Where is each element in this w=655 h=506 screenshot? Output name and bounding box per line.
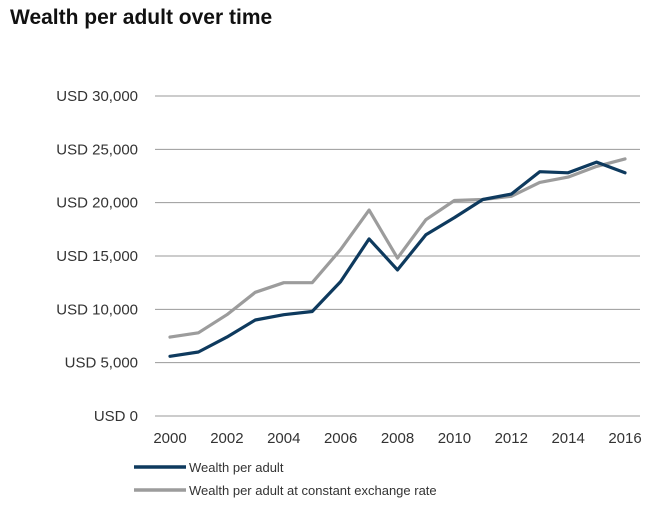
legend: Wealth per adult Wealth per adult at cons… bbox=[134, 460, 437, 498]
x-tick-label: 2004 bbox=[267, 430, 300, 447]
x-tick-label: 2016 bbox=[608, 430, 641, 447]
legend-label: Wealth per adult at constant exchange ra… bbox=[189, 483, 437, 498]
series-line bbox=[168, 160, 627, 358]
y-tick-label: USD 15,000 bbox=[56, 248, 138, 265]
x-tick-label: 2012 bbox=[495, 430, 528, 447]
x-tick-label: 2008 bbox=[381, 430, 414, 447]
y-tick-label: USD 0 bbox=[94, 408, 138, 425]
series-lines bbox=[168, 157, 627, 358]
y-tick-label: USD 5,000 bbox=[65, 355, 138, 372]
x-tick-label: 2010 bbox=[438, 430, 471, 447]
y-tick-label: USD 10,000 bbox=[56, 301, 138, 318]
series-line bbox=[168, 157, 627, 339]
y-axis-ticks: USD 0 USD 5,000 USD 10,000 USD 15,000 USD 20… bbox=[56, 88, 138, 425]
chart-title: Wealth per adult over time bbox=[10, 6, 273, 29]
x-tick-label: 2014 bbox=[551, 430, 584, 447]
y-tick-label: USD 25,000 bbox=[56, 141, 138, 158]
x-tick-label: 2000 bbox=[153, 430, 186, 447]
x-axis-ticks: 2000 2002 2004 2006 2008 2010 2012 2014 2016 bbox=[153, 430, 641, 447]
x-tick-label: 2006 bbox=[324, 430, 357, 447]
legend-label: Wealth per adult bbox=[189, 460, 284, 475]
y-tick-label: USD 30,000 bbox=[56, 88, 138, 105]
y-tick-label: USD 20,000 bbox=[56, 195, 138, 212]
x-tick-label: 2002 bbox=[210, 430, 243, 447]
